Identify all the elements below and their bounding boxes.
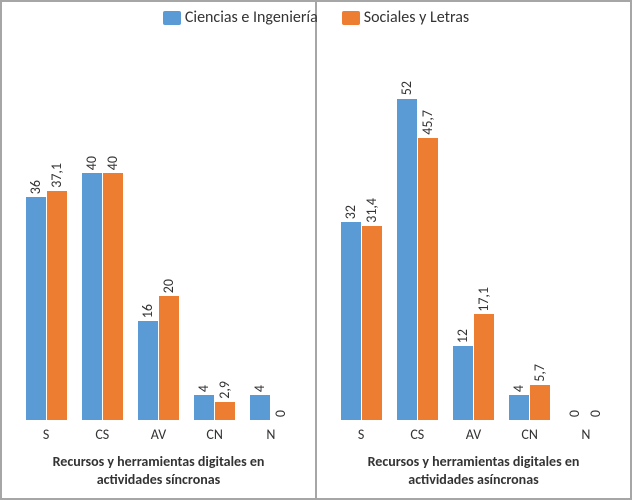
x-tick: N bbox=[565, 426, 607, 443]
bar-series1 bbox=[509, 395, 529, 420]
bar-value-label: 16 bbox=[141, 304, 155, 318]
bar-wrap: 32 bbox=[341, 205, 361, 420]
bar-series2 bbox=[215, 402, 235, 420]
chart-container: 3637,14040162042,940SCSAVCNNRecursos y h… bbox=[0, 0, 632, 500]
x-tick: S bbox=[340, 426, 382, 443]
bar-value-label: 4 bbox=[197, 385, 211, 392]
bar-group-S: 32 31,4 bbox=[341, 198, 382, 420]
bar-value-label: 32 bbox=[344, 205, 358, 219]
bar-group-AV: 12 17,1 bbox=[453, 287, 494, 420]
bar-series1 bbox=[453, 346, 473, 420]
bar-series2 bbox=[418, 138, 438, 421]
bar-wrap: 36 bbox=[26, 180, 46, 420]
legend-swatch-series2 bbox=[342, 11, 360, 25]
bar-wrap: 12 bbox=[453, 329, 473, 420]
x-axis-title: Recursos y herramientas digitales en act… bbox=[12, 453, 305, 488]
bar-value-label: 17,1 bbox=[477, 287, 491, 312]
x-tick: AV bbox=[452, 426, 494, 443]
bar-series1 bbox=[397, 99, 417, 420]
bar-wrap: 31,4 bbox=[362, 198, 382, 420]
bar-value-label: 31,4 bbox=[365, 198, 379, 223]
bar-value-label: 36 bbox=[29, 180, 43, 194]
bar-series2 bbox=[530, 385, 550, 420]
bar-series1 bbox=[194, 395, 214, 420]
bar-series1 bbox=[250, 395, 270, 420]
plot-area: 3231,45245,71217,145,700 bbox=[327, 46, 620, 420]
bar-series2 bbox=[103, 173, 123, 420]
plot-area: 3637,14040162042,940 bbox=[12, 46, 305, 420]
bar-series1 bbox=[26, 197, 46, 420]
bar-wrap: 52 bbox=[397, 81, 417, 420]
bar-wrap: 5,7 bbox=[530, 364, 550, 420]
bar-group-CN: 45,7 bbox=[509, 364, 550, 420]
bar-value-label: 0 bbox=[274, 410, 288, 417]
bar-wrap: 4 bbox=[250, 385, 270, 420]
bar-value-label: 0 bbox=[568, 410, 582, 417]
bar-series2 bbox=[159, 296, 179, 420]
bar-value-label: 2,9 bbox=[218, 381, 232, 399]
x-axis: S CS AV CN N bbox=[12, 420, 305, 443]
legend-label-series2: Sociales y Letras bbox=[364, 8, 469, 27]
bar-value-label: 40 bbox=[106, 156, 120, 170]
x-tick: CN bbox=[194, 426, 236, 443]
bar-value-label: 40 bbox=[85, 156, 99, 170]
bar-group-CN: 42,9 bbox=[194, 381, 235, 420]
bar-wrap: 4 bbox=[194, 385, 214, 420]
bar-value-label: 45,7 bbox=[421, 110, 435, 135]
x-tick: CN bbox=[509, 426, 551, 443]
bar-wrap: 16 bbox=[138, 304, 158, 420]
x-tick: CS bbox=[81, 426, 123, 443]
bar-value-label: 0 bbox=[589, 410, 603, 417]
bar-wrap: 40 bbox=[103, 156, 123, 420]
legend-swatch-series1 bbox=[163, 11, 181, 25]
legend-label-series1: Ciencias e Ingeniería bbox=[185, 8, 318, 27]
bar-wrap: 37,1 bbox=[47, 163, 67, 420]
bar-group-AV: 1620 bbox=[138, 279, 179, 420]
x-tick: N bbox=[250, 426, 292, 443]
x-tick: AV bbox=[137, 426, 179, 443]
bar-group-S: 36 37,1 bbox=[26, 163, 67, 420]
x-axis-title: Recursos y herramientas digitales en act… bbox=[327, 453, 620, 488]
bar-wrap: 0 bbox=[565, 410, 585, 420]
x-tick: CS bbox=[396, 426, 438, 443]
bar-wrap: 0 bbox=[271, 410, 291, 420]
bar-series1 bbox=[138, 321, 158, 420]
panel-0: 3637,14040162042,940SCSAVCNNRecursos y h… bbox=[1, 1, 316, 499]
bar-value-label: 4 bbox=[512, 385, 526, 392]
x-axis: S CS AV CN N bbox=[327, 420, 620, 443]
bar-value-label: 52 bbox=[400, 81, 414, 95]
bar-wrap: 17,1 bbox=[474, 287, 494, 420]
bar-wrap: 2,9 bbox=[215, 381, 235, 420]
bar-group-N: 40 bbox=[250, 385, 291, 420]
legend-item-series1: Ciencias e Ingeniería bbox=[163, 8, 318, 27]
bar-wrap: 45,7 bbox=[418, 110, 438, 420]
legend: Ciencias e Ingeniería Sociales y Letras bbox=[0, 8, 632, 27]
bar-group-CS: 52 45,7 bbox=[397, 81, 438, 420]
x-tick: S bbox=[25, 426, 67, 443]
bar-group-CS: 40 40 bbox=[82, 156, 123, 420]
bar-value-label: 12 bbox=[456, 329, 470, 343]
bar-group-N: 00 bbox=[565, 410, 606, 420]
bar-value-label: 37,1 bbox=[50, 163, 64, 188]
bar-value-label: 20 bbox=[162, 279, 176, 293]
bar-series2 bbox=[47, 191, 67, 420]
bar-wrap: 20 bbox=[159, 279, 179, 420]
bar-value-label: 5,7 bbox=[533, 364, 547, 382]
panel-1: 3231,45245,71217,145,700SCSAVCNNRecursos… bbox=[316, 1, 631, 499]
bar-series1 bbox=[341, 222, 361, 420]
bar-wrap: 40 bbox=[82, 156, 102, 420]
legend-item-series2: Sociales y Letras bbox=[342, 8, 469, 27]
bar-wrap: 4 bbox=[509, 385, 529, 420]
bar-series2 bbox=[362, 226, 382, 420]
bar-series1 bbox=[82, 173, 102, 420]
bar-value-label: 4 bbox=[253, 385, 267, 392]
bar-wrap: 0 bbox=[586, 410, 606, 420]
bar-series2 bbox=[474, 314, 494, 420]
